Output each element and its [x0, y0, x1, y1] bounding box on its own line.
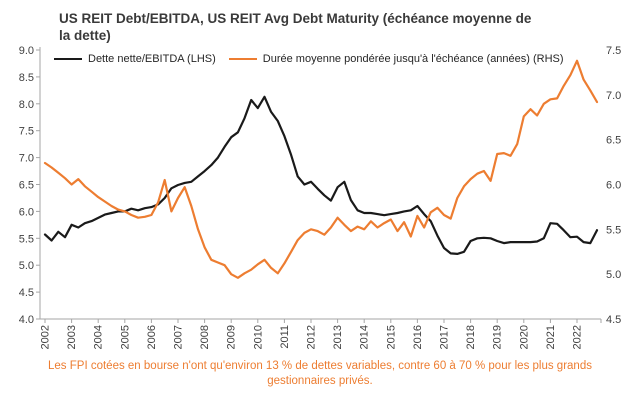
x-axis-label: 2004 [93, 325, 105, 349]
y-axis-label-left: 8.0 [19, 99, 34, 111]
x-axis-label: 2022 [572, 325, 584, 349]
x-axis-label: 2008 [199, 325, 211, 349]
x-axis-label: 2013 [332, 325, 344, 349]
x-axis-label: 2009 [226, 325, 238, 349]
legend-line-swatch-maturity [228, 58, 257, 60]
series-line-0 [43, 95, 599, 255]
y-axis-label-right: 7.0 [606, 90, 621, 102]
line-chart-canvas: 9.0 8.5 8.0 7.5 7.0 6.5 6.0 5.5 5.0 4.5 4.0 7.5 7.0 6… [19, 45, 622, 349]
legend-label-debt-ebitda: Dette nette/EBITDA (LHS) [88, 53, 216, 65]
chart-footnote: Les FPI cotées en bourse n'ont qu'enviro… [48, 360, 592, 387]
x-axis-label: 2020 [518, 325, 530, 349]
y-axis-label-left: 5.0 [19, 260, 34, 272]
y-axis-label-left: 4.5 [19, 287, 34, 299]
legend-line-swatch-debt-ebitda [54, 58, 82, 60]
x-axis-label: 2019 [492, 325, 504, 349]
y-axis-label-left: 9.0 [19, 45, 34, 57]
y-axis-label-right: 5.0 [606, 269, 621, 281]
x-axis-label: 2006 [146, 325, 158, 349]
x-axis-label: 2003 [66, 325, 78, 349]
x-axis-label: 2017 [439, 325, 451, 349]
x-axis-label: 2010 [252, 325, 264, 349]
y-axis-label-right: 7.5 [606, 45, 621, 57]
axis-lines [39, 47, 601, 320]
y-axis-label-right: 6.0 [606, 180, 621, 192]
x-axis-label: 2005 [119, 325, 131, 349]
x-axis-label: 2007 [173, 325, 185, 349]
y-axis-label-right: 4.5 [606, 314, 621, 326]
x-axis-label: 2012 [306, 325, 318, 349]
x-axis-label: 2014 [359, 325, 371, 349]
y-axis-label-left: 6.5 [19, 180, 34, 192]
x-axis-label: 2018 [465, 325, 477, 349]
y-axis-label-right: 6.5 [606, 135, 621, 147]
legend-label-maturity: Durée moyenne pondérée jusqu'à l'échéanc… [262, 53, 564, 65]
y-axis-label-left: 4.0 [19, 314, 34, 326]
x-axis-label: 2002 [40, 325, 52, 349]
x-axis-label: 2011 [279, 325, 291, 349]
x-axis-label: 2016 [412, 325, 424, 349]
series-line-1 [43, 59, 599, 279]
y-axis-label-left: 8.5 [19, 72, 34, 84]
x-axis-label: 2021 [545, 325, 557, 349]
y-axis-label-left: 7.0 [19, 153, 34, 165]
y-axis-label-left: 6.0 [19, 206, 34, 218]
y-axis-label-left: 5.5 [19, 233, 34, 245]
x-axis-label: 2015 [385, 325, 397, 349]
y-axis-label-left: 7.5 [19, 126, 34, 138]
chart-legend: Dette nette/EBITDA (LHS) Durée moyenne p… [54, 53, 564, 65]
chart-title: US REIT Debt/EBITDA, US REIT Avg Debt Ma… [59, 11, 532, 43]
y-axis-label-right: 5.5 [606, 224, 621, 236]
